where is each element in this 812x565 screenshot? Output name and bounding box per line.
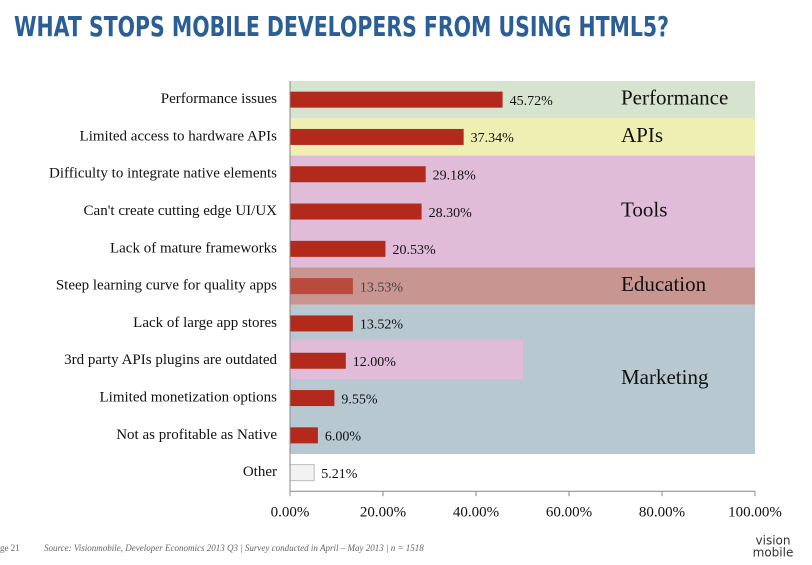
band-label: Performance bbox=[621, 85, 728, 109]
logo-line: mobile bbox=[753, 546, 794, 560]
bar bbox=[290, 390, 335, 407]
y-tick-label: Can't create cutting edge UI/UX bbox=[84, 203, 278, 219]
band-label: Education bbox=[621, 272, 707, 296]
value-label: 6.00% bbox=[325, 430, 362, 445]
x-tick-label: 80.00% bbox=[639, 505, 685, 521]
y-tick-label: Difficulty to integrate native elements bbox=[49, 166, 277, 182]
bar bbox=[290, 203, 422, 220]
x-tick-label: 20.00% bbox=[360, 505, 406, 521]
value-label: 9.55% bbox=[341, 392, 378, 407]
band bbox=[290, 267, 755, 305]
band-label: Marketing bbox=[621, 365, 709, 389]
bar bbox=[289, 464, 315, 482]
bar bbox=[290, 128, 464, 145]
x-tick-label: 0.00% bbox=[271, 505, 310, 521]
value-label: 12.00% bbox=[353, 355, 397, 370]
value-label: 45.72% bbox=[510, 94, 554, 109]
value-label: 20.53% bbox=[392, 243, 436, 258]
bar bbox=[290, 315, 353, 332]
y-tick-label: Steep learning curve for quality apps bbox=[56, 278, 277, 294]
y-tick-label: 3rd party APIs plugins are outdated bbox=[64, 352, 277, 368]
y-tick-label: Lack of mature frameworks bbox=[110, 240, 277, 256]
chart-title: WHAT STOPS MOBILE DEVELOPERS FROM USING … bbox=[14, 10, 669, 43]
band-label: APIs bbox=[621, 123, 663, 147]
y-tick-label: Lack of large app stores bbox=[133, 315, 277, 331]
bar bbox=[290, 278, 353, 295]
page-number: ge 21 bbox=[0, 543, 20, 553]
y-tick-label: Limited access to hardware APIs bbox=[80, 128, 278, 144]
bar bbox=[290, 166, 426, 183]
y-tick-label: Other bbox=[243, 464, 277, 480]
value-label: 29.18% bbox=[433, 168, 477, 183]
value-label: 5.21% bbox=[321, 467, 358, 482]
y-tick-label: Not as profitable as Native bbox=[116, 427, 277, 443]
x-tick-label: 60.00% bbox=[546, 505, 592, 521]
value-label: 28.30% bbox=[429, 206, 473, 221]
bar bbox=[290, 240, 386, 257]
value-label: 13.53% bbox=[360, 280, 404, 295]
value-label: 13.52% bbox=[360, 318, 404, 333]
bar bbox=[290, 352, 346, 369]
bar bbox=[290, 91, 503, 108]
y-tick-label: Limited monetization options bbox=[100, 389, 278, 405]
x-tick-label: 100.00% bbox=[728, 505, 782, 521]
y-tick-label: Performance issues bbox=[161, 91, 277, 107]
band-label: Tools bbox=[621, 197, 667, 221]
logo-line: vision bbox=[756, 534, 791, 548]
bar bbox=[290, 427, 318, 444]
x-tick-label: 40.00% bbox=[453, 505, 499, 521]
source-note: Source: Visionmobile, Developer Economic… bbox=[44, 543, 424, 553]
value-label: 37.34% bbox=[471, 131, 514, 146]
